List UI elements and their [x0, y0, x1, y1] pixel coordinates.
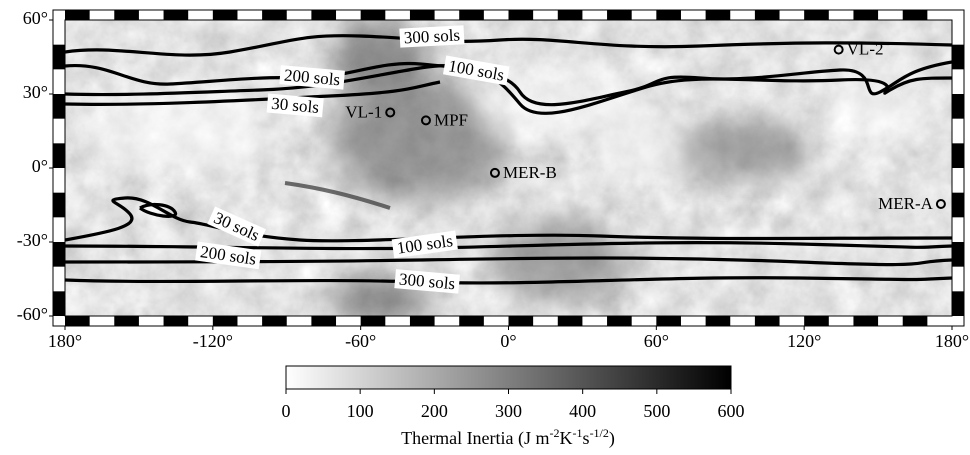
border-cell	[558, 316, 583, 326]
border-cell	[755, 316, 780, 326]
label-part: )	[609, 428, 615, 449]
site-label: VL-1	[345, 102, 382, 121]
border-cell	[656, 10, 681, 20]
border-cell	[706, 316, 731, 326]
border-cell	[952, 242, 964, 267]
colorbar-tick-label: 100	[347, 401, 374, 421]
border-cell	[903, 316, 928, 326]
border-cell	[459, 10, 484, 20]
border-cell	[607, 316, 632, 326]
border-cell	[361, 316, 386, 326]
border-cell	[952, 45, 964, 70]
site-label: VL-2	[847, 40, 884, 59]
x-tick-label: -120°	[193, 331, 233, 351]
site-label: MPF	[434, 110, 468, 129]
border-cell	[755, 10, 780, 20]
border-cell	[53, 143, 65, 168]
border-cell	[656, 316, 681, 326]
colorbar-tick-label: 300	[495, 401, 522, 421]
border-cell	[164, 316, 189, 326]
border-cell	[262, 316, 287, 326]
border-cell	[509, 316, 534, 326]
site-label: MER-B	[503, 163, 557, 182]
x-tick-label: 180°	[48, 331, 82, 351]
label-part: Thermal Inertia (J m	[401, 428, 549, 449]
border-cell	[853, 316, 878, 326]
border-cell	[164, 10, 189, 20]
border-cell	[459, 316, 484, 326]
colorbar-tick-label: 400	[569, 401, 596, 421]
border-cell	[952, 193, 964, 218]
border-cell	[853, 10, 878, 20]
label-part: K	[560, 428, 573, 448]
border-cell	[804, 10, 829, 20]
border-cell	[361, 10, 386, 20]
border-cell	[509, 10, 534, 20]
colorbar-tick-label: 200	[421, 401, 448, 421]
label-superscript: -1/2	[590, 426, 609, 440]
x-tick-label: 60°	[644, 331, 669, 351]
border-cell	[410, 316, 435, 326]
colorbar-label: Thermal Inertia (J m-2K-1s-1/2)	[401, 426, 615, 449]
y-tick-label: -60°	[17, 304, 48, 324]
site-label: MER-A	[878, 194, 934, 213]
y-tick-label: 0°	[32, 156, 48, 176]
border-cell	[114, 10, 139, 20]
contour-label: 300 sols	[403, 25, 460, 47]
border-cell	[53, 94, 65, 119]
colorbar	[286, 366, 731, 389]
colorbar-tick-label: 0	[282, 401, 291, 421]
border-cell	[213, 316, 238, 326]
border-cell	[53, 193, 65, 218]
border-cell	[213, 10, 238, 20]
x-tick-label: 120°	[787, 331, 821, 351]
border-cell	[53, 291, 65, 316]
border-cell	[65, 10, 90, 20]
y-tick-label: 30°	[23, 82, 48, 102]
label-part: s	[583, 428, 590, 448]
border-cell	[706, 10, 731, 20]
border-cell	[53, 45, 65, 70]
y-tick-label: 60°	[23, 8, 48, 28]
x-tick-label: 0°	[500, 331, 516, 351]
border-cell	[952, 143, 964, 168]
border-cell	[65, 316, 90, 326]
border-cell	[410, 10, 435, 20]
y-tick-label: -30°	[17, 230, 48, 250]
colorbar-tick-label: 500	[643, 401, 670, 421]
border-cell	[311, 10, 336, 20]
border-cell	[607, 10, 632, 20]
label-superscript: -2	[550, 426, 560, 440]
border-cell	[804, 316, 829, 326]
border-cell	[952, 291, 964, 316]
border-cell	[903, 10, 928, 20]
border-cell	[558, 10, 583, 20]
border-cell	[114, 316, 139, 326]
colorbar-tick-label: 600	[718, 401, 745, 421]
border-cell	[53, 242, 65, 267]
border-cell	[952, 94, 964, 119]
label-superscript: -1	[573, 426, 583, 440]
x-tick-label: 180°	[935, 331, 969, 351]
x-tick-label: -60°	[345, 331, 376, 351]
border-cell	[262, 10, 287, 20]
map-figure: 300 sols 200 sols 100 sols 30 sols 30 so…	[0, 0, 970, 455]
border-cell	[311, 316, 336, 326]
